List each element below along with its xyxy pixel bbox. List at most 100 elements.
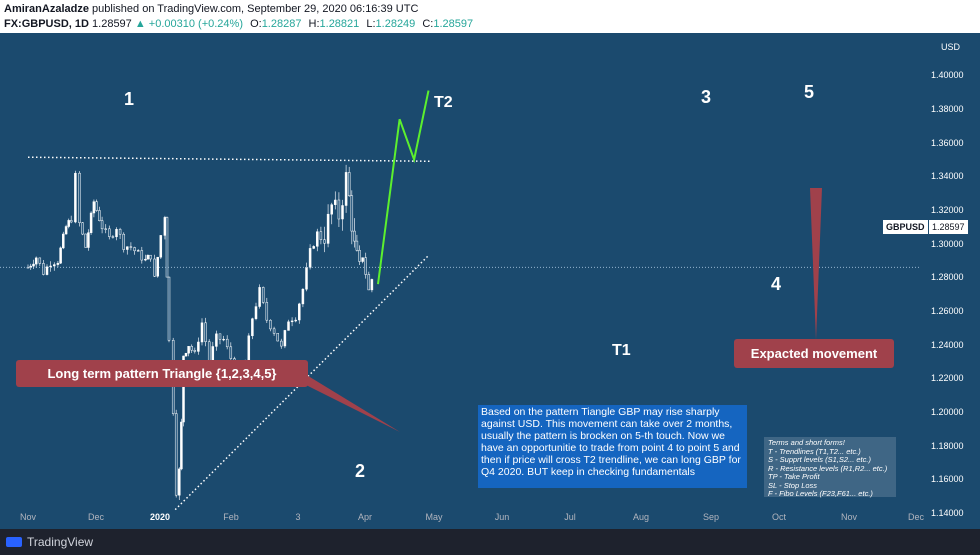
author-name[interactable]: AmiranAzaladze [4,3,89,15]
candle-body [254,306,258,319]
candle-body [341,205,344,220]
candle-body [215,333,218,347]
point-1-label: 1 [124,89,135,109]
candle-body [78,172,81,223]
footer-bar: TradingView [0,529,980,555]
candle-body [118,229,122,235]
axis-unit-label: USD [941,42,961,52]
candle-body [167,276,171,341]
terms-legend-item: TP - Take Profit [768,472,820,481]
candle-body [261,287,265,303]
candle-body [84,233,87,248]
price-tick-label: 1.32000 [931,205,964,216]
candle-body [308,248,312,268]
candle-body [174,413,178,496]
candle-body [165,217,169,278]
terms-legend-item: SL - Stop Loss [768,480,818,490]
candle-body [305,267,308,290]
high-label: H: [308,18,320,30]
candle-body [258,287,261,307]
candle-body [269,319,272,330]
candle-body [122,233,125,250]
point-5-label: 5 [804,82,815,102]
candle-body [222,338,225,341]
candle-body [280,340,283,347]
time-tick-label: 3 [295,512,301,522]
candle-body [358,250,361,262]
price-tick-label: 1.16000 [931,474,964,485]
callout-right-pointer [810,188,822,340]
open-label: O: [250,18,262,30]
price-tick-label: 1.20000 [931,407,964,418]
last-price-header: 1.28597 [92,18,132,30]
candle-body [316,231,319,247]
candle-body [272,328,276,334]
analysis-textbox[interactable]: Based on the pattern Tiangle GBP may ris… [478,405,747,488]
candle-body [45,266,49,275]
candle-body [74,172,77,223]
time-tick-label: Nov [19,512,37,522]
symbol-label[interactable]: FX:GBPUSD, 1D [4,18,89,30]
tradingview-logo[interactable]: TradingView [6,535,93,549]
time-tick-label: Feb [223,512,239,522]
candle-body [100,220,104,230]
time-tick-label: Jul [564,512,576,522]
candle-body [319,231,323,240]
candle-body [136,250,140,252]
time-tick-label: Nov [840,512,858,522]
candle-body [276,333,279,342]
candle-body [89,212,93,233]
candle-body [38,257,42,264]
candle-body [197,341,200,352]
candle-body [59,247,62,264]
point-4-label: 4 [771,274,782,294]
candle-body [301,288,305,305]
candle-body [290,320,294,323]
candle-body [361,257,364,262]
candle-body [298,303,301,321]
projection-path[interactable] [377,90,430,285]
terms-legend-box[interactable]: Terms and short forms! T - Trendlines (T… [764,437,896,498]
candle-body [115,229,118,238]
open-value: 1.28287 [261,18,302,30]
terms-legend-title: Terms and short forms! [768,438,845,447]
symbol-info: FX:GBPUSD, 1D 1.28597 ▲ +0.00310 (+0.24%… [4,18,473,30]
trendline-t2[interactable] [27,156,430,163]
header-bar: AmiranAzaladze published on TradingView.… [0,0,980,33]
candle-body [367,274,371,291]
candle-body [108,228,111,237]
candle-body [330,204,333,215]
time-tick-label: Jun [494,512,510,522]
candle-body [184,353,188,357]
candle-body [353,230,356,242]
candle-body [81,222,84,235]
candle-body [163,217,167,236]
time-axis[interactable] [0,505,920,529]
candle-body [129,246,133,248]
candle-body [225,338,229,348]
price-axis[interactable] [920,33,980,529]
candle-body [337,199,341,220]
low-label: L: [366,18,376,30]
candle-body [294,319,297,322]
candle-body [140,250,144,261]
candle-body [95,201,98,211]
callout-expected-movement[interactable]: Expacted movement [734,339,894,368]
terms-legend-item: S - Supprt levels (S1,S2... etc.) [768,455,871,464]
time-tick-label: Sep [702,512,720,522]
candle-body [42,263,45,275]
candle-body [111,236,115,238]
price-change: ▲ +0.00310 (+0.24%) [134,18,243,30]
close-value: 1.28597 [433,18,474,30]
callout-pattern-triangle[interactable]: Long term pattern Triangle {1,2,3,4,5} [16,360,308,387]
price-tick-label: 1.14000 [931,508,964,518]
candle-body [98,210,101,221]
candle-body [347,172,351,196]
tradingview-brand: TradingView [27,535,94,549]
high-value: 1.28821 [319,18,360,30]
point-2-label: 2 [355,461,366,481]
candle-body [126,246,129,250]
candles-layer [26,164,374,500]
